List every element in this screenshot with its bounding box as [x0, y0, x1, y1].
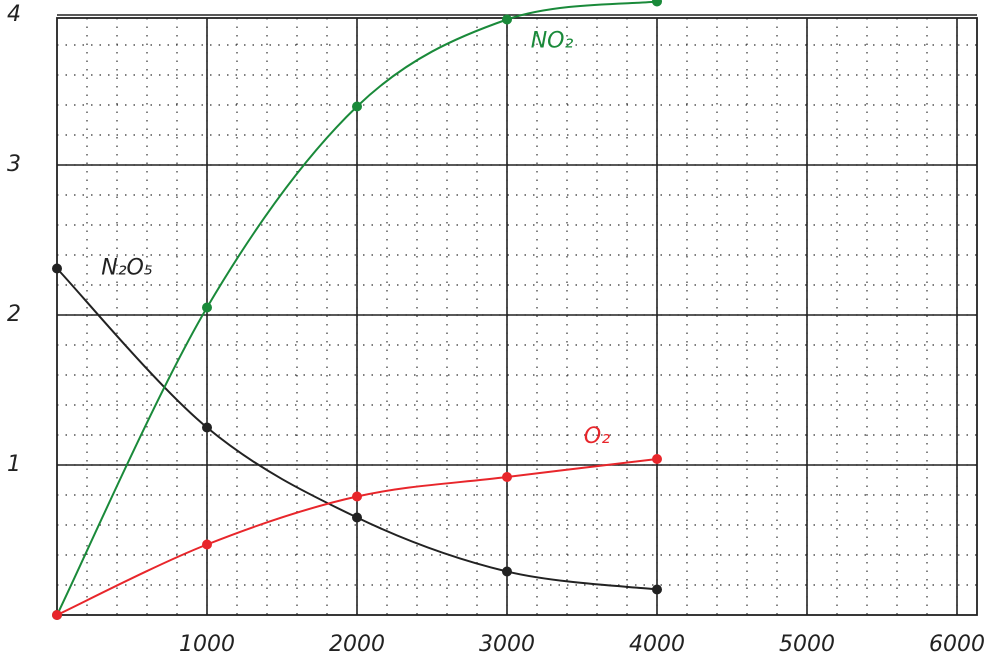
- y-tick-label: 3: [7, 152, 21, 177]
- x-tick-label: 4000: [629, 632, 685, 657]
- data-point: [352, 512, 362, 523]
- data-point: [202, 302, 212, 313]
- data-point: [352, 101, 362, 112]
- y-tick-label: 4: [7, 2, 21, 27]
- data-point: [502, 472, 512, 482]
- y-tick-label: 1: [7, 452, 21, 477]
- data-point: [652, 454, 662, 464]
- data-point: [502, 566, 512, 577]
- series-label: NO₂: [531, 29, 574, 54]
- data-point: [202, 539, 212, 550]
- x-tick-label: 3000: [479, 632, 535, 657]
- data-point: [52, 263, 62, 274]
- x-tick-label: 5000: [779, 632, 835, 657]
- series-label: O₂: [584, 424, 610, 449]
- data-point: [652, 0, 662, 7]
- data-point: [202, 422, 212, 433]
- x-tick-label: 2000: [329, 632, 385, 657]
- x-tick-label: 1000: [179, 632, 235, 657]
- series-line: [56, 267, 658, 591]
- series-line: [56, 0, 658, 616]
- series-label: N₂O₅: [101, 256, 152, 281]
- y-tick-label: 2: [7, 302, 21, 327]
- data-point: [52, 610, 62, 620]
- data-point: [502, 14, 512, 25]
- data-point: [352, 491, 362, 502]
- x-tick-label: 6000: [929, 632, 985, 657]
- data-point: [652, 584, 662, 595]
- plot-frame: [56, 17, 978, 616]
